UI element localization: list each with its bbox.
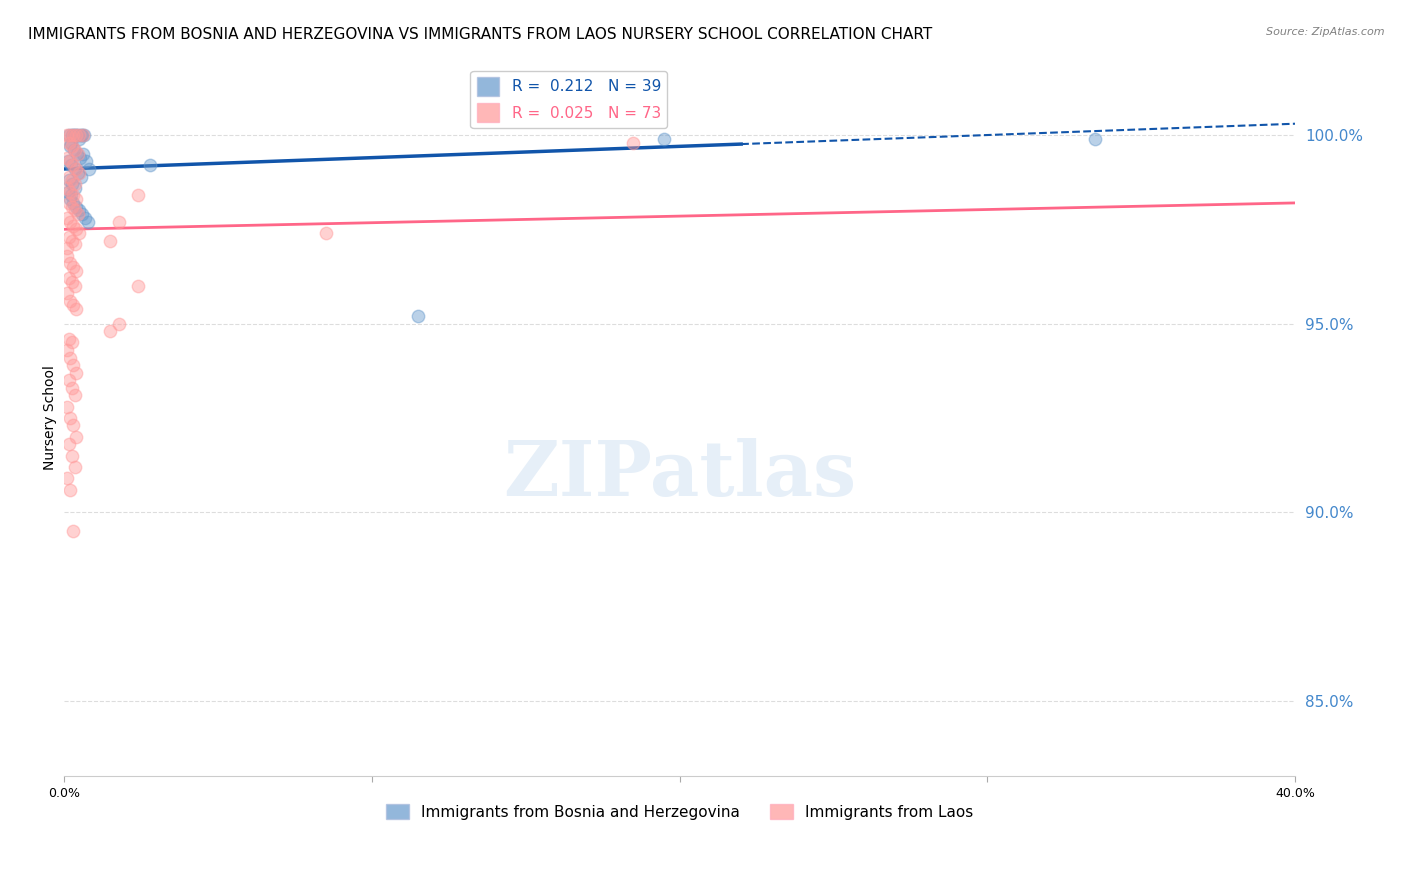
Text: Source: ZipAtlas.com: Source: ZipAtlas.com (1267, 27, 1385, 37)
Text: IMMIGRANTS FROM BOSNIA AND HERZEGOVINA VS IMMIGRANTS FROM LAOS NURSERY SCHOOL CO: IMMIGRANTS FROM BOSNIA AND HERZEGOVINA V… (28, 27, 932, 42)
Legend: Immigrants from Bosnia and Herzegovina, Immigrants from Laos: Immigrants from Bosnia and Herzegovina, … (380, 797, 980, 826)
Y-axis label: Nursery School: Nursery School (44, 366, 58, 470)
Text: ZIPatlas: ZIPatlas (503, 438, 856, 512)
